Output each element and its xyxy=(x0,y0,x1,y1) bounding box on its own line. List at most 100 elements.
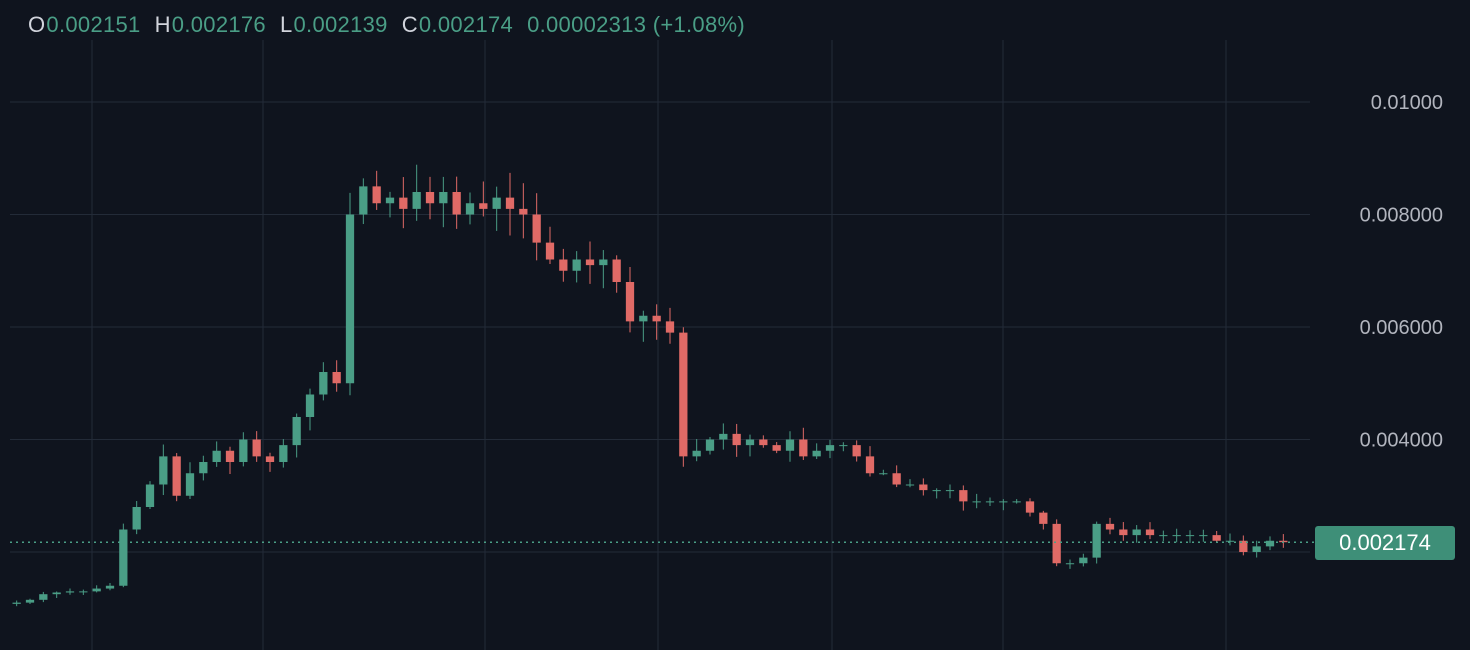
candle-body xyxy=(652,315,661,322)
y-axis: 0.004000 0.006000 0.008000 0.01000 xyxy=(1360,92,1443,452)
candle-body xyxy=(892,473,901,485)
candle-body xyxy=(52,592,61,595)
candle-body xyxy=(639,315,648,322)
candle-body xyxy=(439,192,448,204)
candle-body xyxy=(839,445,848,447)
candle-body xyxy=(1172,535,1181,537)
candle-body xyxy=(812,450,821,457)
candle-body xyxy=(959,490,968,502)
candle-body xyxy=(599,259,608,266)
grid-lines xyxy=(10,40,1310,650)
candle-body xyxy=(945,490,955,492)
candle-body xyxy=(399,197,408,209)
ohlc-legend: O 0.002151 H 0.002176 L 0.002139 C 0.002… xyxy=(28,12,745,38)
candle-body xyxy=(665,321,675,333)
candle-body xyxy=(359,186,368,215)
candle-body xyxy=(305,394,315,417)
candle-body xyxy=(1239,540,1248,552)
candle-body xyxy=(519,208,528,215)
candle-body xyxy=(1225,540,1235,542)
candle-body xyxy=(1012,501,1021,503)
candle-body xyxy=(212,450,221,462)
candle-body xyxy=(479,203,488,209)
candle-body xyxy=(12,602,21,604)
candle-body xyxy=(572,259,581,271)
candle-body xyxy=(292,417,301,446)
open-key: O xyxy=(28,12,46,37)
candle-body xyxy=(332,372,341,384)
candle-body xyxy=(345,214,355,384)
candle-body xyxy=(932,490,941,492)
candle-body xyxy=(1039,512,1048,524)
candle-body xyxy=(145,484,155,507)
low-value: 0.002139 xyxy=(293,12,388,37)
candle-body xyxy=(79,591,88,593)
open-value: 0.002151 xyxy=(46,12,141,37)
high-value: 0.002176 xyxy=(171,12,266,37)
candle-body xyxy=(199,462,208,474)
candle-body xyxy=(105,585,115,589)
candle-body xyxy=(1185,535,1195,537)
candle-body xyxy=(1159,535,1168,537)
candle-body xyxy=(1212,535,1221,541)
candle-body xyxy=(1199,535,1208,537)
y-tick-label: 0.008000 xyxy=(1360,205,1443,227)
candle-body xyxy=(625,282,635,322)
candle-body xyxy=(132,507,141,530)
candle-body xyxy=(1252,546,1261,552)
candle-body xyxy=(239,439,248,462)
candle-body xyxy=(65,591,75,593)
candle-body xyxy=(745,439,755,446)
candle-body xyxy=(1105,523,1115,530)
candle-body xyxy=(719,433,728,440)
candle-body xyxy=(265,456,275,462)
candle-body xyxy=(705,439,715,451)
candle-body xyxy=(372,186,381,204)
candle-body xyxy=(1265,540,1275,547)
candle-body xyxy=(1025,501,1035,513)
y-tick-label: 0.006000 xyxy=(1360,317,1443,339)
candle-body xyxy=(972,501,981,503)
candle-body xyxy=(185,473,195,496)
candle-body xyxy=(772,445,781,451)
y-tick-label: 0.01000 xyxy=(1371,92,1443,114)
candle-body xyxy=(1065,563,1075,565)
candle-body xyxy=(412,192,421,209)
candle-body xyxy=(1119,529,1128,536)
candle-body xyxy=(905,484,915,486)
close-value: 0.002174 xyxy=(418,12,514,37)
change-value: 0.00002313 (+1.08%) xyxy=(527,12,745,37)
low-key: L xyxy=(279,12,293,37)
candle-body xyxy=(692,450,701,457)
candle-body xyxy=(865,456,875,474)
candle-body xyxy=(465,203,475,215)
last-price-tag: 0.002174 xyxy=(1315,526,1455,560)
candle-body xyxy=(225,450,235,462)
candle-body xyxy=(999,501,1008,503)
candle-body xyxy=(825,445,835,451)
candle-body xyxy=(252,439,261,457)
high-key: H xyxy=(154,12,171,37)
candles xyxy=(12,164,1288,607)
candle-body xyxy=(585,259,595,266)
candle-body xyxy=(799,439,808,457)
candle-body xyxy=(985,501,995,503)
candle-body xyxy=(759,439,768,446)
candle-body xyxy=(785,439,795,451)
candle-body xyxy=(1145,529,1155,536)
candle-body xyxy=(532,214,541,243)
candle-body xyxy=(559,259,568,271)
candle-body xyxy=(92,588,101,592)
candle-body xyxy=(119,529,128,586)
candle-body xyxy=(279,445,288,462)
candle-body xyxy=(612,259,621,282)
candle-body xyxy=(39,594,48,600)
candle-body xyxy=(919,484,928,491)
candle-body xyxy=(1052,523,1061,564)
candle-body xyxy=(492,197,501,209)
candle-body xyxy=(852,445,861,457)
candle-body xyxy=(1092,523,1101,558)
y-tick-label: 0.004000 xyxy=(1360,430,1443,452)
close-key: C xyxy=(401,12,418,37)
